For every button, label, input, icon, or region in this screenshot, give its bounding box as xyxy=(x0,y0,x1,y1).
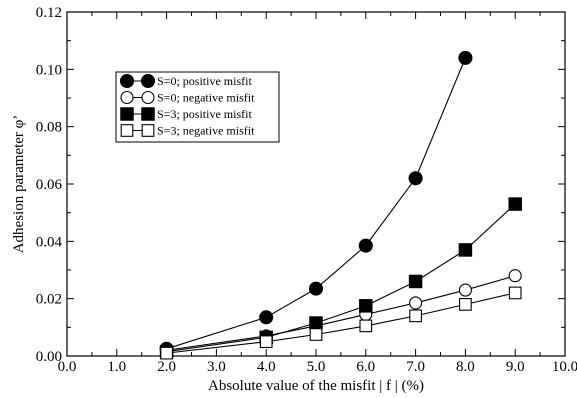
y-tick-label: 0.06 xyxy=(36,177,63,193)
x-tick-label: 9.0 xyxy=(506,359,525,375)
y-tick-label: 0.04 xyxy=(36,234,63,250)
x-tick-label: 10.0 xyxy=(552,359,577,375)
legend-marker xyxy=(119,73,135,89)
data-point-s3 xyxy=(458,243,473,257)
data-point-s3 xyxy=(309,316,323,330)
legend-label: S=3; positive misfit xyxy=(157,107,252,121)
legend-marker xyxy=(140,73,156,89)
x-tick-label: 7.0 xyxy=(406,359,425,375)
y-axis-label: Adhesion parameter φ’ xyxy=(11,115,27,254)
data-point-s2 xyxy=(409,296,423,310)
x-tick-label: 6.0 xyxy=(356,359,375,375)
x-tick-label: 8.0 xyxy=(456,359,475,375)
y-tick-label: 0.02 xyxy=(36,292,62,308)
y-tick-label: 0.00 xyxy=(36,349,62,365)
series-line-1 xyxy=(166,57,466,350)
legend-marker xyxy=(120,124,134,137)
data-point-s2 xyxy=(508,269,522,283)
legend-label: S=0; positive misfit xyxy=(157,74,252,88)
data-point-s3 xyxy=(408,274,423,289)
legend-marker xyxy=(141,90,155,105)
legend-marker xyxy=(141,107,155,121)
data-point-s4 xyxy=(160,346,173,360)
series-markers xyxy=(159,50,522,360)
y-tick-label: 0.12 xyxy=(36,5,62,21)
legend-label: S=3; negative misfit xyxy=(157,124,255,138)
data-point-s1 xyxy=(358,238,373,253)
x-tick-label: 1.0 xyxy=(107,359,126,375)
data-point-s4 xyxy=(259,335,273,349)
data-point-s1 xyxy=(259,310,274,325)
data-point-s4 xyxy=(459,298,472,311)
legend-marker xyxy=(120,107,134,121)
x-tick-label: 2.0 xyxy=(157,359,176,375)
x-tick-label: 4.0 xyxy=(257,359,276,375)
x-axis-label: Absolute value of the misfit | f | (%) xyxy=(208,378,424,394)
y-tick-label: 0.08 xyxy=(36,120,62,136)
data-point-s1 xyxy=(408,171,423,186)
legend-marker xyxy=(141,124,155,137)
x-tick-label: 3.0 xyxy=(207,359,226,375)
data-point-s4 xyxy=(359,319,373,333)
data-point-s3 xyxy=(508,197,522,211)
legend: S=0; positive misfit S=0; negative misfit… xyxy=(115,71,280,143)
y-tick-label: 0.10 xyxy=(36,62,62,78)
x-tick-label: 5.0 xyxy=(307,359,326,375)
x-tick-label: 0.0 xyxy=(58,359,77,375)
plot-frame xyxy=(66,11,566,357)
data-point-s4 xyxy=(508,286,522,300)
series-line-3 xyxy=(166,203,516,353)
data-point-s3 xyxy=(359,299,373,313)
data-point-s2 xyxy=(458,283,472,297)
data-point-s4 xyxy=(309,328,323,341)
axis-ticks: 0.0 1.0 2.0 3.0 4.0 5.0 6.0 7.0 8.0 9.0 10.0 0.00 0.… xyxy=(36,5,577,375)
legend-marker xyxy=(120,90,134,105)
data-point-s1 xyxy=(308,281,324,296)
data-point-s1 xyxy=(458,50,473,65)
data-point-s4 xyxy=(409,309,422,323)
legend-label: S=0; negative misfit xyxy=(157,91,255,105)
